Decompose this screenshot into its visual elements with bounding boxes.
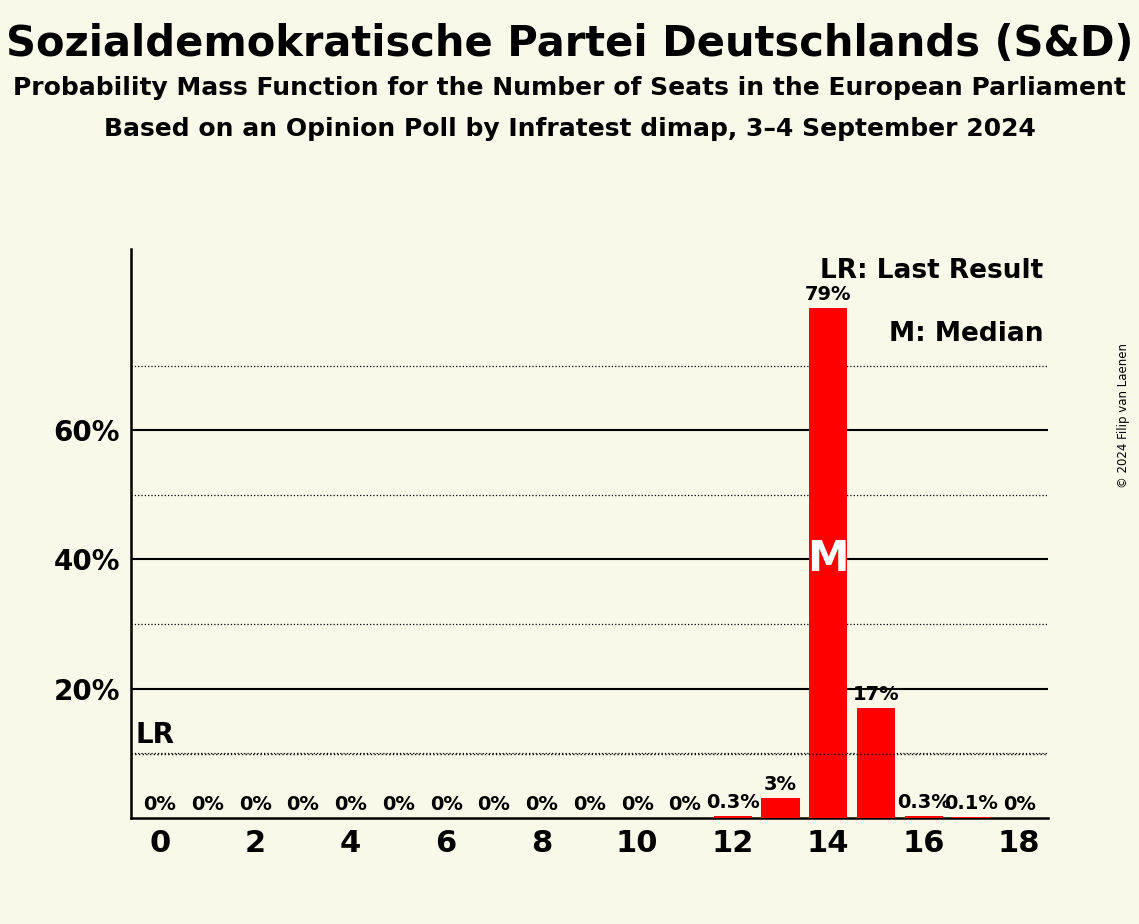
Text: 0%: 0% (287, 795, 319, 814)
Text: © 2024 Filip van Laenen: © 2024 Filip van Laenen (1117, 344, 1130, 488)
Text: 0%: 0% (239, 795, 271, 814)
Text: 0%: 0% (621, 795, 654, 814)
Text: 0%: 0% (669, 795, 702, 814)
Text: 0.1%: 0.1% (944, 795, 999, 813)
Text: 0%: 0% (382, 795, 415, 814)
Bar (714, 816, 752, 818)
Text: Sozialdemokratische Partei Deutschlands (S&D): Sozialdemokratische Partei Deutschlands … (6, 23, 1133, 65)
Text: 0%: 0% (334, 795, 367, 814)
Text: 0%: 0% (573, 795, 606, 814)
Text: 0%: 0% (477, 795, 510, 814)
Bar (809, 308, 847, 818)
Bar (761, 798, 800, 818)
Bar (904, 816, 943, 818)
Text: M: M (808, 539, 849, 580)
Text: Probability Mass Function for the Number of Seats in the European Parliament: Probability Mass Function for the Number… (13, 76, 1126, 100)
Text: 0%: 0% (191, 795, 224, 814)
Text: 79%: 79% (805, 285, 852, 304)
Text: LR: LR (136, 722, 174, 749)
Text: 17%: 17% (853, 685, 900, 704)
Text: 0%: 0% (525, 795, 558, 814)
Text: Based on an Opinion Poll by Infratest dimap, 3–4 September 2024: Based on an Opinion Poll by Infratest di… (104, 117, 1035, 141)
Text: 0%: 0% (1002, 795, 1035, 814)
Text: 0%: 0% (429, 795, 462, 814)
Text: LR: Last Result: LR: Last Result (820, 258, 1043, 284)
Text: M: Median: M: Median (888, 321, 1043, 346)
Text: 0%: 0% (144, 795, 177, 814)
Text: 3%: 3% (764, 775, 797, 795)
Bar (857, 708, 895, 818)
Text: 0.3%: 0.3% (896, 793, 951, 812)
Text: 0.3%: 0.3% (706, 793, 760, 812)
